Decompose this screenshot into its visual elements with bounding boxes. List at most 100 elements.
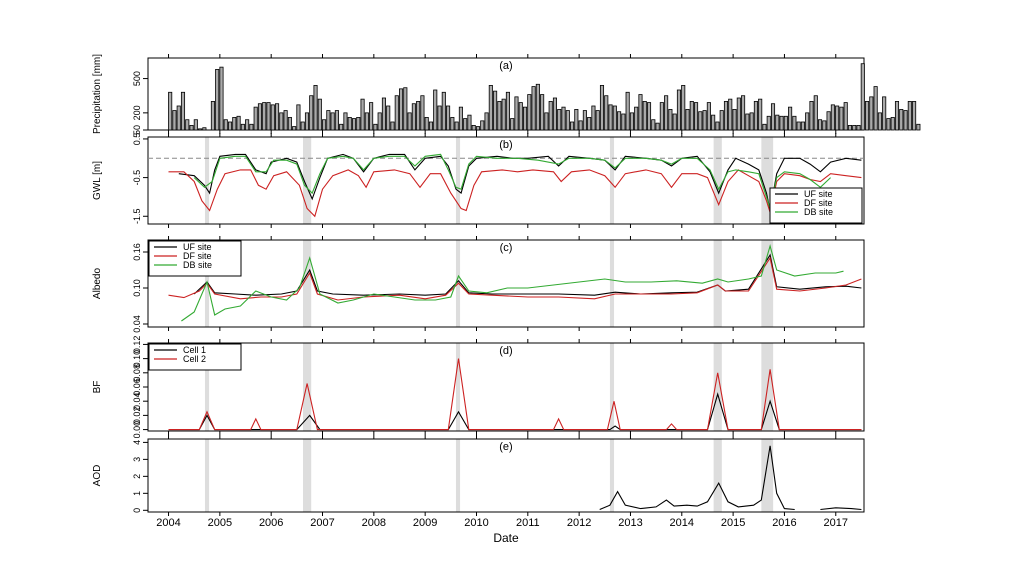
- precip-bar-97: [582, 110, 587, 131]
- y-tick-label-e-0: 0: [132, 508, 142, 513]
- precip-bar-113: [651, 119, 656, 131]
- precip-bar-126: [706, 102, 711, 131]
- precip-bar-58: [416, 101, 421, 131]
- precip-bar-67: [454, 121, 459, 131]
- x-tick-label-13: 2017: [824, 517, 848, 529]
- x-tick-label-2: 2006: [259, 517, 283, 529]
- precip-bar-104: [612, 105, 617, 131]
- precip-bar-57: [411, 103, 416, 131]
- x-tick-label-10: 2014: [670, 517, 694, 529]
- y-tick-label-b-0: 0.5: [132, 133, 142, 146]
- precip-bar-66: [450, 117, 455, 131]
- precip-bar-159: [847, 125, 853, 131]
- precip-bar-101: [599, 85, 605, 131]
- precip-bar-140: [766, 115, 771, 131]
- series-line-d-cell-2: [168, 358, 862, 431]
- precip-bar-138: [758, 98, 763, 131]
- drought-band-b-5: [761, 137, 774, 224]
- chart-panels: 50 200 500 Precipitation [mm] (a) 0.5 -0.5 -1.5…: [92, 54, 921, 516]
- y-tick-label-c-2: 0.16: [132, 243, 142, 261]
- precip-bar-175: [916, 123, 921, 131]
- x-tick-label-11: 2015: [721, 517, 745, 529]
- drought-band-e-4: [713, 439, 722, 512]
- precip-bar-172: [903, 110, 908, 131]
- legend-label-b-1: DF site: [804, 198, 833, 208]
- precip-bar-21: [257, 103, 262, 131]
- x-tick-label-3: 2007: [310, 517, 334, 529]
- precip-bar-6: [193, 119, 198, 131]
- panel-d: 0.000.020.040.060.080.100.12 BF (d) Cell 1C…: [92, 336, 865, 439]
- precip-bar-87: [540, 94, 545, 131]
- precip-bar-148: [800, 121, 805, 131]
- precip-bar-133: [736, 97, 741, 131]
- precip-bar-65: [446, 105, 451, 131]
- precip-bar-141: [770, 103, 776, 131]
- precip-bar-38: [330, 112, 335, 131]
- precip-bar-30: [296, 104, 301, 131]
- precip-bar-128: [715, 121, 720, 131]
- panel-label-d: (d): [499, 345, 512, 357]
- precip-bar-108: [629, 112, 634, 131]
- precip-bar-8: [202, 127, 207, 131]
- drought-band-c-4: [713, 240, 722, 327]
- precip-bar-129: [719, 110, 724, 131]
- precip-bar-146: [792, 115, 797, 131]
- precip-bar-134: [741, 95, 746, 131]
- precip-bar-62: [433, 89, 438, 131]
- precip-bar-142: [775, 114, 780, 131]
- legend-box-d: [148, 343, 242, 371]
- precip-bar-100: [595, 110, 600, 131]
- panel-label-b: (b): [499, 139, 512, 151]
- precip-bar-166: [877, 112, 882, 131]
- precip-bar-19: [249, 123, 254, 131]
- y-tick-label-c-0: 0.04: [132, 315, 142, 333]
- precip-bar-106: [621, 113, 626, 131]
- precip-bar-42: [347, 117, 352, 131]
- drought-band-d-2: [455, 343, 461, 431]
- precip-bar-150: [809, 101, 814, 131]
- precip-bar-171: [899, 109, 904, 131]
- precip-bar-156: [835, 105, 840, 131]
- precip-bar-80: [510, 118, 515, 131]
- precip-bar-31: [300, 121, 305, 131]
- precip-bar-99: [591, 105, 596, 131]
- panel-frame-c: [147, 239, 865, 328]
- precip-bar-56: [407, 112, 412, 131]
- precip-bar-96: [578, 120, 583, 131]
- precip-bar-49: [377, 112, 382, 131]
- y-tick-label-e-4: 4: [132, 440, 142, 445]
- y-tick-label-d-5: 0.10: [132, 350, 142, 368]
- drought-band-e-0: [204, 439, 210, 512]
- precip-bar-33: [309, 95, 314, 131]
- drought-band-e-5: [761, 439, 774, 512]
- precip-bar-149: [805, 112, 810, 131]
- precip-bar-114: [655, 122, 660, 131]
- precip-bar-143: [779, 115, 784, 131]
- precip-bar-118: [672, 113, 677, 131]
- precip-bar-121: [685, 109, 690, 131]
- y-tick-label-e-2: 2: [132, 474, 142, 479]
- y-tick-label-d-0: 0.00: [132, 421, 142, 439]
- y-axis-title-e: AOD: [92, 465, 103, 487]
- drought-band-d-4: [713, 343, 722, 431]
- y-axis-title-a: Precipitation [mm]: [92, 54, 103, 134]
- precip-bar-25: [275, 103, 280, 131]
- x-axis-title: Date: [493, 531, 519, 545]
- precip-bar-10: [210, 101, 215, 131]
- precip-bar-40: [339, 123, 344, 131]
- x-tick-label-7: 2011: [516, 517, 540, 529]
- precip-bar-70: [467, 114, 472, 131]
- precip-bar-125: [702, 110, 707, 131]
- precip-bar-94: [570, 121, 575, 131]
- drought-band-d-1: [303, 343, 312, 431]
- precip-bar-4: [185, 119, 190, 131]
- precip-bar-173: [907, 101, 912, 131]
- precip-bar-17: [240, 123, 245, 131]
- precip-bar-152: [818, 119, 823, 131]
- precip-bar-0: [168, 91, 173, 131]
- precip-bar-78: [501, 98, 506, 131]
